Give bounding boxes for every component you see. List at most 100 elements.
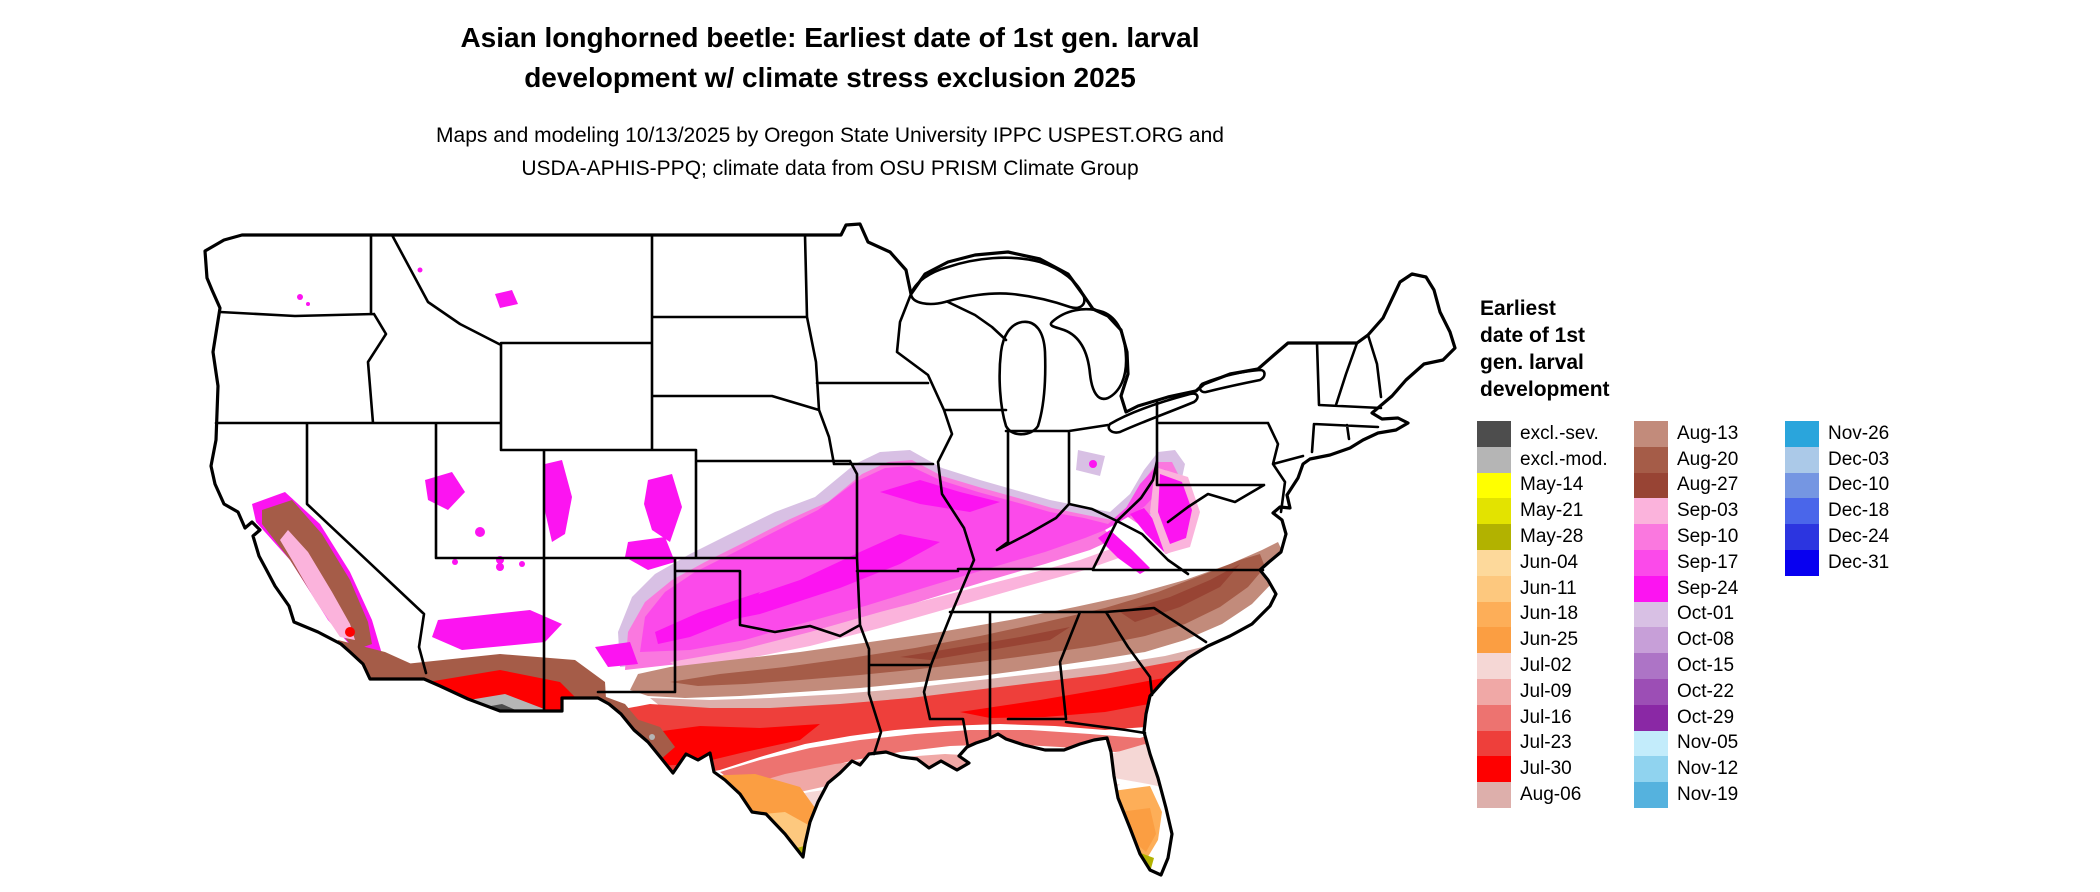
region-co-sanjuan [625, 537, 675, 570]
legend-swatch-oct29 [1634, 704, 1668, 731]
legend-swatch-jul23 [1477, 730, 1511, 757]
legend-label-excl_mod: excl.-mod. [1520, 448, 1608, 470]
region-coast-blue-dot [244, 539, 250, 545]
legend-label-oct29: Oct-29 [1677, 706, 1735, 728]
legend-label-aug06: Aug-06 [1520, 784, 1582, 806]
legend-swatch-nov19 [1634, 782, 1668, 808]
legend-swatch-excl_mod [1477, 446, 1511, 473]
legend-row-jul16: Jul-16 [1477, 704, 1608, 731]
legend-label-jun04: Jun-04 [1520, 551, 1579, 573]
legend-label-aug27: Aug-27 [1677, 474, 1739, 496]
legend-row-oct01: Oct-01 [1634, 601, 1738, 628]
legend-row-jun25: Jun-25 [1477, 627, 1608, 654]
legend-label-may21: May-21 [1520, 500, 1584, 522]
region-jul30 [960, 656, 1258, 718]
legend-swatch-jul16 [1477, 704, 1511, 731]
legend-row-jun11: Jun-11 [1477, 575, 1608, 602]
region-sep24 [655, 592, 760, 644]
legend-label-oct08: Oct-08 [1677, 629, 1735, 651]
region-aug27 [900, 627, 1070, 660]
legend-label-jul16: Jul-16 [1520, 706, 1572, 728]
region-ca-valley-pink [280, 530, 355, 640]
legend-swatch-aug06 [1477, 782, 1511, 808]
legend-label-jul30: Jul-30 [1520, 758, 1572, 780]
legend-row-jun18: Jun-18 [1477, 601, 1608, 628]
legend-label-dec24: Dec-24 [1828, 526, 1890, 548]
region-sep24 [720, 534, 940, 622]
legend-row-nov12: Nov-12 [1634, 756, 1738, 783]
legend-row-nov26: Nov-26 [1785, 421, 1889, 447]
region-coast-blue-dot [255, 597, 261, 603]
legend-swatch-dec24 [1785, 524, 1819, 550]
region-ut-magenta [544, 460, 572, 542]
legend-row-sep10: Sep-10 [1634, 524, 1738, 550]
us-outline [203, 222, 1457, 877]
legend-label-sep24: Sep-24 [1677, 577, 1739, 599]
legend-row-jun04: Jun-04 [1477, 549, 1608, 576]
legend-swatch-sep17 [1634, 549, 1668, 576]
legend-row-dec10: Dec-10 [1785, 472, 1889, 499]
legend-label-sep10: Sep-10 [1677, 526, 1739, 548]
legend-title: Earliest date of 1st gen. larval develop… [1480, 297, 1610, 401]
region-coast-blue-dot [295, 657, 301, 663]
region-nm-magenta [595, 642, 638, 667]
region-wa-dot [297, 294, 303, 300]
region-nv-dot [452, 559, 458, 565]
region-appalachia-magenta [1098, 530, 1150, 574]
legend-row-oct29: Oct-29 [1634, 704, 1738, 731]
legend-swatch-nov26 [1785, 421, 1819, 447]
legend-column-2: Aug-13 Aug-20 Aug-27 Sep-03 Sep-10 Sep-17 Sep-… [1634, 421, 1738, 808]
legend-row-sep17: Sep-17 [1634, 549, 1738, 576]
legend-row-sep24: Sep-24 [1634, 575, 1739, 602]
legend-row-dec24: Dec-24 [1785, 524, 1889, 550]
legend-label-nov26: Nov-26 [1828, 422, 1890, 444]
legend-swatch-dec03 [1785, 446, 1819, 473]
legend-label-dec18: Dec-18 [1828, 500, 1890, 522]
legend-swatch-jun25 [1477, 627, 1511, 654]
region-id-lewiston [495, 290, 518, 308]
legend-row-oct08: Oct-08 [1634, 627, 1738, 654]
region-coast-blue-dot [281, 641, 287, 647]
map-attribution: Maps and modeling 10/13/2025 by Oregon S… [436, 124, 1224, 180]
legend-swatch-sep10 [1634, 524, 1668, 550]
legend: Earliest date of 1st gen. larval develop… [1477, 296, 2037, 808]
legend-row-aug06: Aug-06 [1477, 782, 1608, 808]
legend-label-dec03: Dec-03 [1828, 448, 1890, 470]
legend-column-1: excl.-sev. excl.-mod. May-14 May-21 May-28 Ju… [1477, 421, 1608, 808]
legend-swatch-sep24 [1634, 575, 1668, 602]
legend-row-aug27: Aug-27 [1634, 472, 1739, 499]
legend-label-oct22: Oct-22 [1677, 680, 1735, 702]
legend-row-nov19: Nov-19 [1634, 782, 1738, 808]
legend-swatch-oct01 [1634, 601, 1668, 628]
region-az-n-magenta [432, 610, 562, 650]
region-ca-red-dot [345, 627, 355, 637]
state-borders [214, 233, 1383, 756]
legend-swatch-jul02 [1477, 653, 1511, 679]
region-nv-dot [475, 527, 485, 537]
region-jun11-tx [720, 812, 815, 872]
legend-swatch-excl_sev [1477, 421, 1511, 447]
legend-column-3: Nov-26 Dec-03 Dec-10 Dec-18 Dec-24 Dec-31 [1785, 421, 1889, 576]
legend-label-dec31: Dec-31 [1828, 551, 1890, 573]
us-map-svg [203, 222, 1457, 877]
legend-swatch-oct15 [1634, 653, 1668, 679]
region-ca-s-red [365, 677, 415, 714]
legend-label-oct15: Oct-15 [1677, 655, 1735, 677]
legend-swatch-jun04 [1477, 549, 1511, 576]
map-title: Asian longhorned beetle: Earliest date o… [460, 22, 1200, 94]
us-map [200, 212, 1460, 892]
legend-label-nov19: Nov-19 [1677, 784, 1739, 806]
legend-swatch-aug20 [1634, 446, 1668, 473]
legend-row-aug20: Aug-20 [1634, 446, 1738, 473]
legend-row-dec18: Dec-18 [1785, 498, 1890, 525]
legend-label-jun11: Jun-11 [1520, 577, 1577, 599]
legend-label-may28: May-28 [1520, 526, 1584, 548]
legend-row-jul30: Jul-30 [1477, 756, 1608, 783]
legend-row-dec03: Dec-03 [1785, 446, 1890, 473]
legend-row-may28: May-28 [1477, 524, 1608, 550]
legend-swatch-nov05 [1634, 730, 1668, 757]
region-ut-dot [519, 561, 525, 567]
legend-label-jun25: Jun-25 [1520, 629, 1579, 651]
legend-swatch-may14 [1477, 472, 1511, 499]
